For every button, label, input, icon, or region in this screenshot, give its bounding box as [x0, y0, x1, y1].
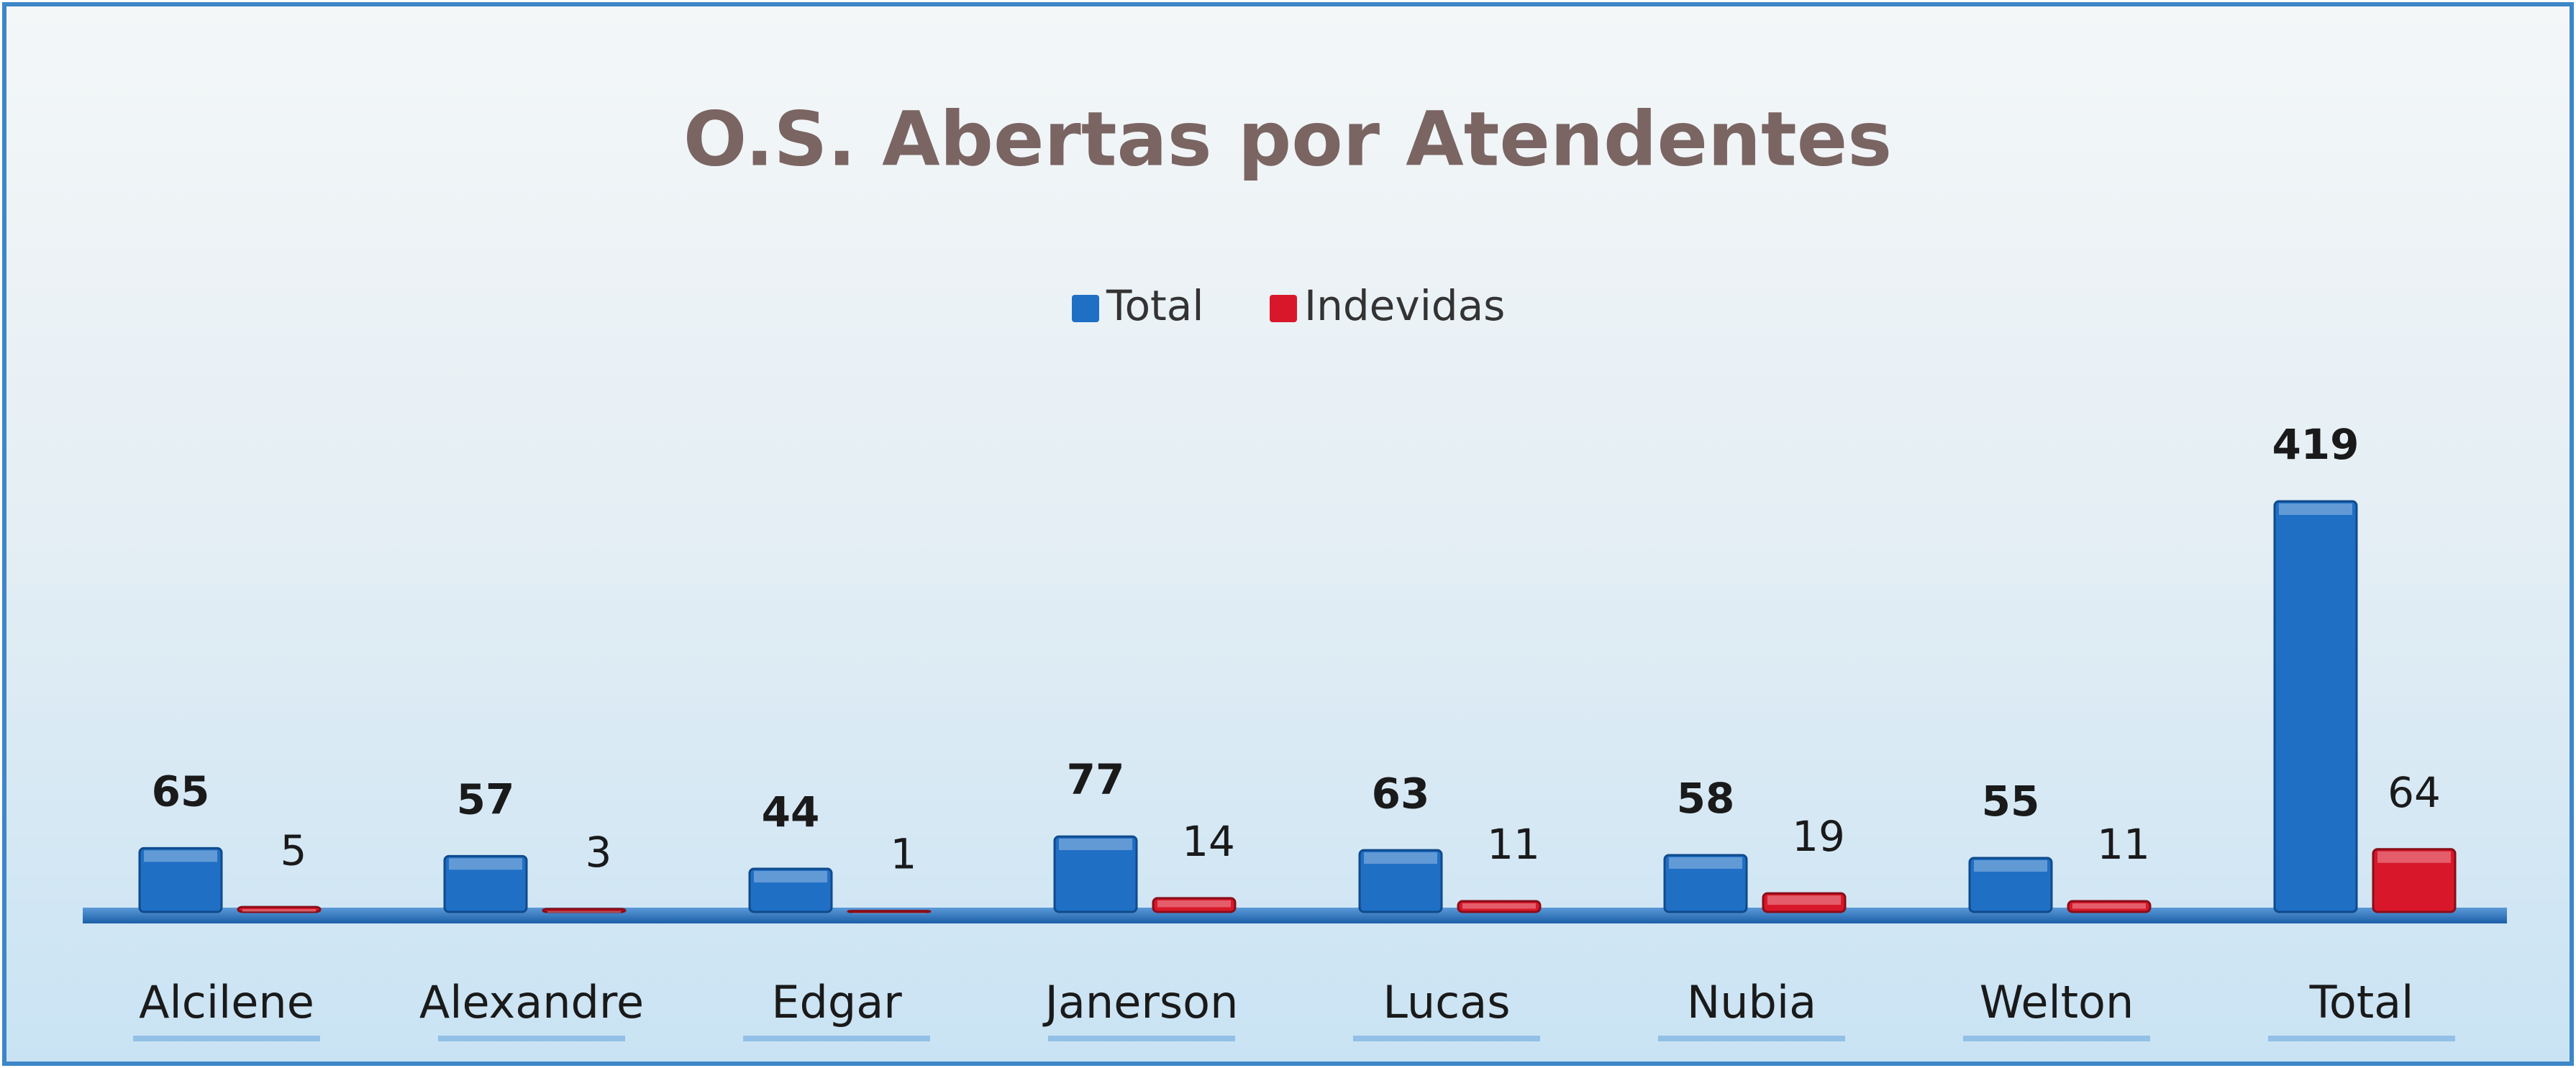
category-underline: [743, 1036, 930, 1041]
bar: [237, 905, 322, 913]
data-label: 65: [152, 767, 210, 816]
bar: [1053, 835, 1138, 913]
bar-highlight: [1974, 860, 2047, 872]
x-tick-label: Janerson: [1042, 976, 1239, 1028]
data-label: 57: [457, 775, 515, 823]
x-tick-label: Welton: [1980, 976, 2134, 1028]
bar: [138, 846, 223, 913]
bar-highlight: [1462, 903, 1536, 909]
x-tick-label: Alexandre: [419, 976, 644, 1028]
data-label: 64: [2388, 768, 2441, 817]
bar-highlight: [852, 913, 926, 914]
category-underline: [133, 1036, 320, 1041]
bar-highlight: [1669, 857, 1742, 869]
chart-title: O.S. Abertas por Atendentes: [683, 95, 1892, 183]
data-label: 11: [1487, 820, 1540, 869]
bar-highlight: [754, 871, 827, 883]
category-underline: [1353, 1036, 1540, 1041]
category-underline: [2268, 1036, 2455, 1041]
bar: [748, 867, 833, 913]
data-label: 58: [1677, 774, 1735, 823]
bar: [1663, 854, 1748, 913]
category-underline: [1048, 1036, 1235, 1041]
data-label: 11: [2097, 820, 2150, 869]
data-label: 3: [586, 828, 612, 877]
data-label: 77: [1067, 755, 1125, 804]
data-label: 63: [1372, 769, 1430, 818]
bar-highlight: [144, 850, 217, 862]
data-label: 14: [1182, 817, 1235, 866]
bar: [847, 910, 932, 913]
data-label: 1: [891, 830, 917, 879]
legend-label: Indevidas: [1304, 281, 1505, 330]
bar: [2067, 900, 2152, 913]
bar-highlight: [1364, 852, 1437, 864]
data-label: 44: [762, 788, 820, 836]
x-tick-label: Total: [2309, 976, 2414, 1028]
x-tick-label: Alcilene: [139, 976, 314, 1028]
category-underline: [1963, 1036, 2150, 1041]
x-tick-label: Nubia: [1687, 976, 1816, 1028]
bar-highlight: [547, 910, 621, 913]
bar: [542, 908, 627, 913]
data-label: 5: [281, 826, 307, 875]
baseline: [83, 908, 2507, 923]
bar: [2273, 500, 2358, 913]
bar-highlight: [1767, 895, 1841, 905]
category-underline: [1658, 1036, 1845, 1041]
bar: [1968, 857, 2053, 913]
data-label: 55: [1982, 777, 2040, 826]
bar-highlight: [242, 909, 316, 912]
bar-highlight: [449, 858, 522, 870]
data-label: 19: [1792, 812, 1845, 861]
bar: [1762, 892, 1847, 913]
bar: [1152, 897, 1237, 913]
data-label: 419: [2272, 420, 2359, 469]
legend-label: Total: [1106, 281, 1203, 330]
bar-highlight: [2072, 903, 2146, 909]
legend-swatch: [1270, 295, 1297, 322]
x-tick-label: Lucas: [1383, 976, 1510, 1028]
bar: [1457, 900, 1542, 913]
category-underline: [438, 1036, 625, 1041]
bar-highlight: [2279, 503, 2352, 515]
x-tick-label: Edgar: [771, 976, 902, 1028]
bar-highlight: [2377, 851, 2451, 863]
bar: [2372, 848, 2457, 913]
bar: [443, 854, 528, 913]
bar: [1358, 849, 1443, 913]
bar-highlight: [1059, 839, 1132, 851]
legend-swatch: [1072, 295, 1099, 322]
bar-highlight: [1157, 900, 1231, 908]
